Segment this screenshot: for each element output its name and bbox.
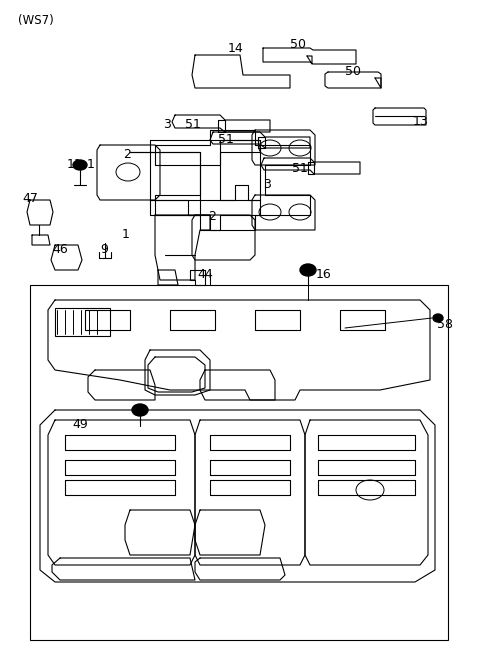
Text: 1: 1 xyxy=(122,228,130,241)
Text: 51: 51 xyxy=(185,118,201,131)
Text: 14: 14 xyxy=(228,42,244,55)
Text: 50: 50 xyxy=(345,65,361,78)
Text: 13: 13 xyxy=(413,115,429,128)
Text: 46: 46 xyxy=(52,243,68,256)
Text: 1: 1 xyxy=(87,158,95,171)
Bar xyxy=(30,285,448,640)
Text: 58: 58 xyxy=(437,318,453,331)
Text: 9: 9 xyxy=(100,243,108,256)
Text: (WS7): (WS7) xyxy=(18,14,54,27)
Text: 50: 50 xyxy=(290,38,306,51)
Text: 11: 11 xyxy=(67,158,83,171)
Text: 3: 3 xyxy=(163,118,171,131)
Text: 16: 16 xyxy=(316,268,332,281)
Ellipse shape xyxy=(433,314,443,322)
Text: 49: 49 xyxy=(72,418,88,431)
Ellipse shape xyxy=(73,160,87,170)
Text: 44: 44 xyxy=(197,268,213,281)
Ellipse shape xyxy=(132,404,148,416)
Text: 51: 51 xyxy=(218,133,234,146)
Text: 3: 3 xyxy=(263,178,271,191)
Text: 47: 47 xyxy=(22,192,38,205)
Text: 2: 2 xyxy=(123,148,131,161)
Text: 2: 2 xyxy=(208,210,216,223)
Ellipse shape xyxy=(300,264,316,276)
Text: 51: 51 xyxy=(292,162,308,175)
Bar xyxy=(55,308,110,336)
